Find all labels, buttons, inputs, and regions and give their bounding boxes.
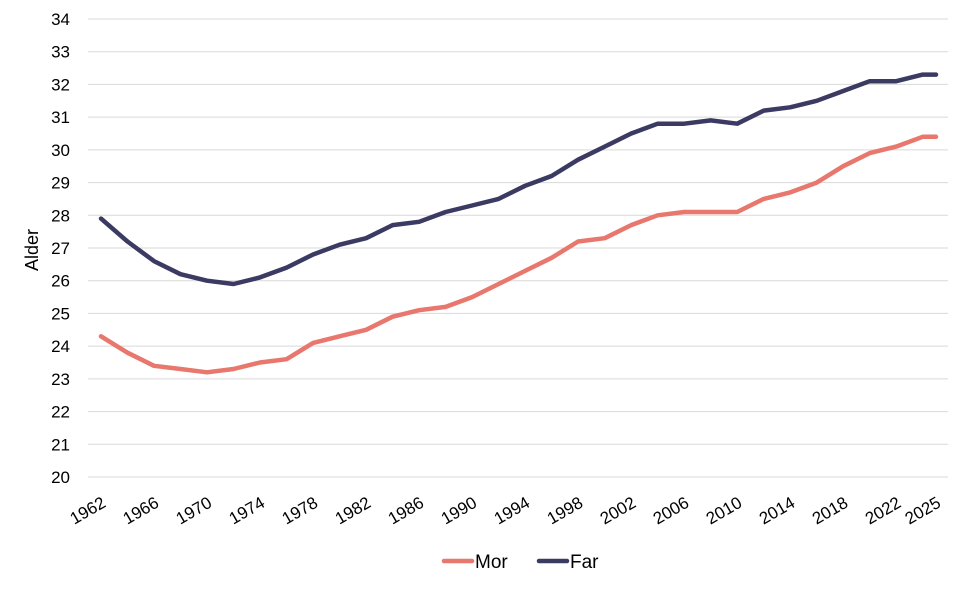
x-tick-label: 2025 — [902, 493, 944, 528]
y-axis-label: Alder — [22, 229, 42, 271]
y-tick-label: 21 — [51, 435, 70, 454]
legend: Mor Far — [441, 552, 599, 573]
x-tick-label: 1986 — [385, 493, 427, 528]
y-tick-label: 33 — [51, 43, 70, 62]
x-axis-ticks: 1962 1966 1970 1974 1978 1982 1986 1990 1994 1998… — [67, 493, 944, 528]
gridlines — [88, 18, 948, 478]
x-tick-label: 2002 — [597, 493, 639, 528]
series-line-mor — [98, 134, 939, 375]
y-tick-label: 29 — [51, 174, 70, 193]
legend-label-mor: Mor — [475, 552, 508, 573]
x-tick-label: 2022 — [862, 493, 904, 528]
y-tick-label: 34 — [51, 10, 70, 29]
x-tick-label: 1966 — [120, 493, 162, 528]
x-tick-label: 1998 — [544, 493, 586, 528]
x-tick-label: 1974 — [226, 493, 268, 528]
y-tick-label: 20 — [51, 468, 70, 487]
legend-label-far: Far — [570, 552, 599, 573]
y-tick-label: 22 — [51, 403, 70, 422]
y-tick-label: 32 — [51, 75, 70, 94]
series-lines — [98, 72, 939, 375]
x-tick-label: 2014 — [756, 493, 798, 528]
y-tick-label: 28 — [51, 206, 70, 225]
x-tick-label: 1978 — [279, 493, 321, 528]
x-tick-label: 1962 — [67, 493, 109, 528]
y-tick-label: 30 — [51, 141, 70, 160]
y-tick-label: 23 — [51, 370, 70, 389]
y-tick-label: 25 — [51, 304, 70, 323]
x-tick-label: 1970 — [173, 493, 215, 528]
y-tick-label: 24 — [51, 337, 70, 356]
x-tick-label: 1982 — [332, 493, 374, 528]
x-tick-label: 2006 — [650, 493, 692, 528]
x-tick-label: 2018 — [809, 493, 851, 528]
y-axis-ticks: 20 21 22 23 24 25 26 27 28 29 30 31 32 33 34 — [51, 10, 70, 487]
y-tick-label: 31 — [51, 108, 70, 127]
series-line-far — [98, 72, 939, 287]
x-tick-label: 2010 — [703, 493, 745, 528]
y-tick-label: 26 — [51, 272, 70, 291]
x-tick-label: 1994 — [491, 493, 533, 528]
y-tick-label: 27 — [51, 239, 70, 258]
x-tick-label: 1990 — [438, 493, 480, 528]
